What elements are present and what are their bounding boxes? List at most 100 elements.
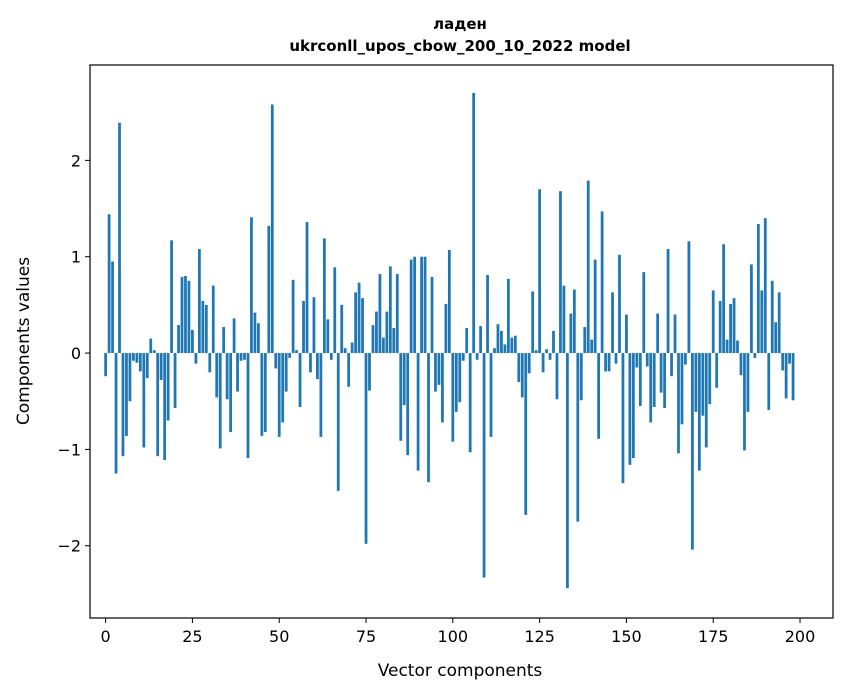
bar-69 xyxy=(343,348,347,354)
bar-110 xyxy=(486,275,489,354)
y-tick-label: −2 xyxy=(57,537,81,556)
bar-66 xyxy=(333,267,337,354)
bar-107 xyxy=(475,353,479,360)
y-tick-label: 0 xyxy=(71,344,81,363)
x-tick-label: 150 xyxy=(611,627,642,646)
bar-149 xyxy=(621,353,625,484)
bar-197 xyxy=(788,353,791,364)
bar-169 xyxy=(691,353,694,550)
bar-51 xyxy=(281,353,285,423)
bar-153 xyxy=(635,353,639,368)
bar-74 xyxy=(361,298,364,354)
bar-152 xyxy=(631,353,635,459)
bar-156 xyxy=(645,353,649,367)
bar-106 xyxy=(472,92,476,354)
bar-164 xyxy=(673,314,677,354)
bar-72 xyxy=(354,292,357,354)
bar-119 xyxy=(517,353,521,382)
bar-63 xyxy=(322,238,326,354)
bar-167 xyxy=(684,353,687,365)
bar-49 xyxy=(274,353,278,369)
bar-45 xyxy=(260,353,264,436)
bar-127 xyxy=(545,349,548,354)
bar-65 xyxy=(329,353,333,360)
bar-142 xyxy=(597,353,601,439)
x-tick-label: 50 xyxy=(269,627,289,646)
bar-97 xyxy=(441,353,444,423)
y-axis-ticks: −2 −1 0 1 2 xyxy=(57,151,90,556)
bar-174 xyxy=(708,353,712,405)
bar-27 xyxy=(197,249,201,354)
bar-163 xyxy=(670,353,673,377)
bar-28 xyxy=(201,301,205,354)
bar-182 xyxy=(736,340,739,354)
bar-30 xyxy=(208,353,212,373)
bar-76 xyxy=(368,353,371,391)
bar-2 xyxy=(111,261,114,354)
bar-52 xyxy=(284,353,288,392)
bar-8 xyxy=(132,353,135,361)
bar-109 xyxy=(482,353,486,578)
bar-64 xyxy=(326,319,330,354)
bar-146 xyxy=(611,292,614,354)
bar-104 xyxy=(465,328,469,354)
bar-113 xyxy=(496,324,500,354)
bar-135 xyxy=(572,289,576,354)
bar-136 xyxy=(576,353,580,522)
bar-55 xyxy=(295,350,298,354)
bar-139 xyxy=(586,180,590,354)
bar-4 xyxy=(118,122,121,354)
bar-140 xyxy=(590,339,594,354)
y-tick-label: 1 xyxy=(71,248,81,267)
bar-46 xyxy=(263,353,267,433)
bar-61 xyxy=(316,353,319,380)
bar-37 xyxy=(232,318,236,354)
bar-85 xyxy=(399,353,403,441)
bar-54 xyxy=(291,279,295,354)
bar-14 xyxy=(152,350,156,354)
bar-193 xyxy=(774,322,778,354)
bar-31 xyxy=(211,285,215,354)
x-axis-label: Vector components xyxy=(378,661,543,681)
bar-22 xyxy=(180,276,184,354)
bar-198 xyxy=(791,353,795,401)
bar-121 xyxy=(524,353,528,515)
bar-91 xyxy=(420,256,423,354)
bar-162 xyxy=(666,249,670,354)
bar-173 xyxy=(704,353,708,448)
bar-62 xyxy=(319,353,323,437)
bar-130 xyxy=(555,353,559,400)
bar-68 xyxy=(340,304,344,354)
bar-16 xyxy=(159,353,163,381)
bar-133 xyxy=(566,353,569,589)
bar-128 xyxy=(548,353,552,360)
bar-35 xyxy=(225,353,229,400)
bar-56 xyxy=(298,353,302,408)
bar-105 xyxy=(468,353,472,453)
bar-114 xyxy=(500,330,503,354)
plot-frame xyxy=(89,64,834,619)
bar-126 xyxy=(541,353,545,373)
bar-73 xyxy=(357,282,361,354)
bar-145 xyxy=(607,353,611,372)
bar-71 xyxy=(350,342,354,354)
bar-123 xyxy=(531,291,535,354)
bar-115 xyxy=(503,344,507,354)
bar-78 xyxy=(375,311,378,354)
bar-117 xyxy=(510,337,514,354)
bar-99 xyxy=(447,249,451,354)
bar-40 xyxy=(243,353,246,360)
bar-23 xyxy=(184,275,187,354)
bar-186 xyxy=(750,264,753,354)
bar-12 xyxy=(145,353,149,379)
bar-154 xyxy=(638,353,642,407)
bar-43 xyxy=(253,312,257,354)
bar-183 xyxy=(739,353,743,376)
bar-84 xyxy=(395,274,399,354)
bar-53 xyxy=(288,353,292,358)
bar-178 xyxy=(722,244,726,354)
bar-96 xyxy=(437,353,441,385)
bar-44 xyxy=(257,323,260,354)
bar-5 xyxy=(121,353,125,457)
